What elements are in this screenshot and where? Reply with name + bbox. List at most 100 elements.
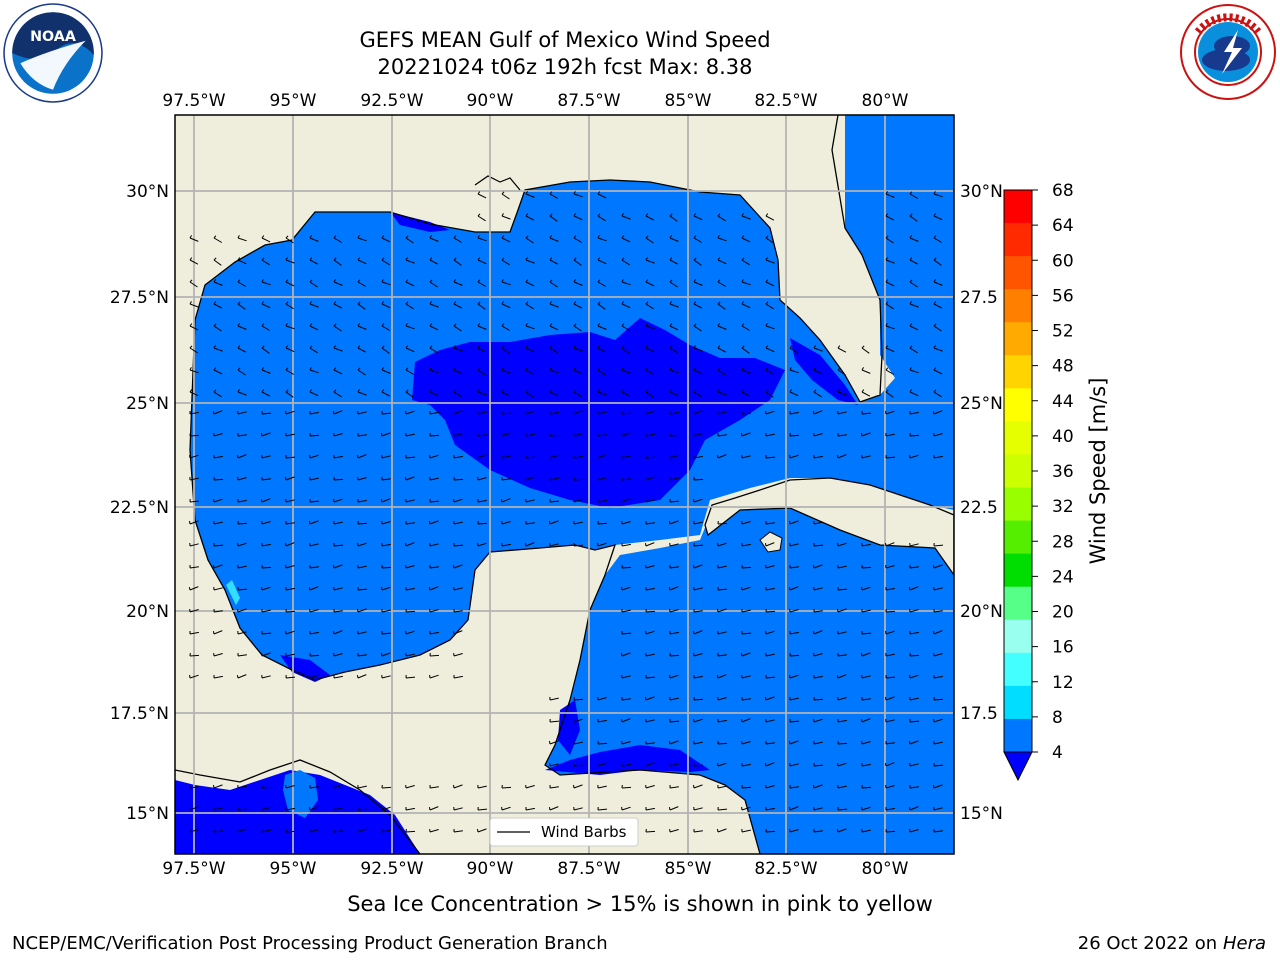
wind-barb: [837, 674, 847, 679]
wind-barb: [909, 740, 919, 745]
wind-barb: [429, 347, 438, 354]
wind-barb-flag: [668, 806, 671, 811]
wind-barb-flag: [189, 301, 192, 305]
wind-barb-flag: [308, 806, 311, 811]
wind-barb: [357, 828, 367, 833]
wind-barb: [765, 522, 775, 525]
wind-barb: [669, 720, 680, 723]
wind-barb: [213, 521, 223, 525]
wind-barb: [549, 697, 559, 701]
wind-barb: [789, 520, 799, 525]
wind-barb-flag: [501, 367, 505, 371]
wind-barb: [573, 303, 583, 309]
wind-barb-flag: [452, 410, 455, 415]
wind-barb: [549, 740, 559, 745]
wind-barb: [693, 653, 703, 657]
wind-barb: [309, 369, 319, 374]
wind-barb-flag: [525, 476, 527, 481]
wind-barb: [861, 675, 871, 679]
wind-barb: [573, 215, 583, 221]
wind-barb-flag: [813, 389, 817, 393]
wind-barb-flag: [573, 235, 577, 239]
wind-barb: [357, 325, 367, 330]
wind-barb: [405, 410, 415, 415]
wind-barb: [789, 631, 799, 635]
wind-barb: [357, 542, 367, 547]
wind-barb: [789, 566, 799, 569]
wind-barb-flag: [837, 389, 840, 393]
wind-barb-flag: [189, 279, 193, 283]
wind-barb: [213, 391, 222, 398]
wind-barb: [405, 237, 414, 244]
lon-top-1: 95°W: [270, 91, 317, 111]
wind-barb-flag: [645, 476, 647, 481]
wind-barb-flag: [717, 257, 721, 261]
wind-barb-flag: [597, 301, 601, 305]
wind-barb: [645, 325, 655, 330]
wind-barb: [189, 786, 199, 789]
wind-barb: [693, 369, 703, 375]
wind-barb: [333, 433, 343, 437]
wind-barb: [549, 193, 559, 199]
wind-barb-flag: [813, 345, 816, 349]
wind-barb: [813, 410, 823, 415]
wind-barb: [549, 454, 559, 459]
wind-barb: [885, 565, 895, 569]
wind-barb-flag: [741, 367, 745, 371]
wind-barb: [333, 347, 343, 352]
wind-barb-flag: [477, 257, 481, 261]
wind-barb-flag: [501, 257, 505, 261]
wind-barb: [621, 698, 631, 701]
lon-bottom-0: 97.5°W: [162, 859, 225, 879]
wind-barb: [669, 786, 679, 789]
wind-barb-flag: [285, 301, 289, 305]
wind-barb: [381, 586, 391, 591]
wind-barb: [861, 347, 870, 354]
wind-barb-flag: [405, 257, 408, 261]
wind-barb: [717, 347, 727, 353]
wind-barb: [597, 762, 607, 767]
wind-barb: [237, 347, 247, 353]
lon-bottom-3: 90°W: [467, 859, 514, 879]
wind-barb-flag: [381, 432, 383, 437]
wind-barb-flag: [669, 345, 673, 349]
wind-barb: [669, 500, 680, 503]
wind-barb-flag: [933, 213, 937, 217]
honduras-low: [545, 745, 710, 775]
wind-barb-flag: [885, 301, 889, 305]
wind-barb: [741, 215, 751, 220]
wind-barb: [309, 434, 320, 437]
wind-barb: [765, 391, 774, 398]
wind-barb: [189, 303, 199, 308]
wind-barb-flag: [597, 191, 601, 195]
wind-barb: [837, 742, 848, 745]
wind-barb-flag: [717, 828, 719, 833]
colorbar-segment: [1004, 388, 1032, 422]
wind-barb: [357, 785, 367, 789]
wind-barb-flag: [885, 323, 888, 327]
wind-barb: [309, 259, 319, 265]
wind-barb: [429, 654, 440, 657]
sea-ice-note: Sea Ice Concentration > 15% is shown in …: [347, 892, 933, 916]
wind-barb: [189, 237, 199, 242]
wind-barb: [741, 829, 751, 833]
wind-barb-flag: [357, 323, 361, 327]
wind-barb: [501, 237, 511, 243]
wind-barb: [597, 237, 607, 242]
wind-barb-flag: [621, 389, 625, 393]
colorbar-tick-label: 32: [1052, 497, 1074, 517]
wind-barb: [549, 500, 560, 503]
wind-barb: [333, 369, 343, 375]
wind-barb: [693, 259, 702, 266]
wind-barb-flag: [693, 367, 697, 371]
wind-barb: [333, 455, 343, 459]
wind-barb: [909, 631, 919, 635]
wind-barb: [765, 676, 776, 679]
wind-barb: [285, 587, 295, 591]
wind-barb-flag: [813, 564, 815, 569]
wind-barb: [381, 478, 391, 481]
wind-barb-flag: [596, 454, 599, 459]
wind-barb: [333, 830, 343, 833]
wind-barb: [669, 586, 679, 591]
wind-barb: [813, 544, 824, 547]
